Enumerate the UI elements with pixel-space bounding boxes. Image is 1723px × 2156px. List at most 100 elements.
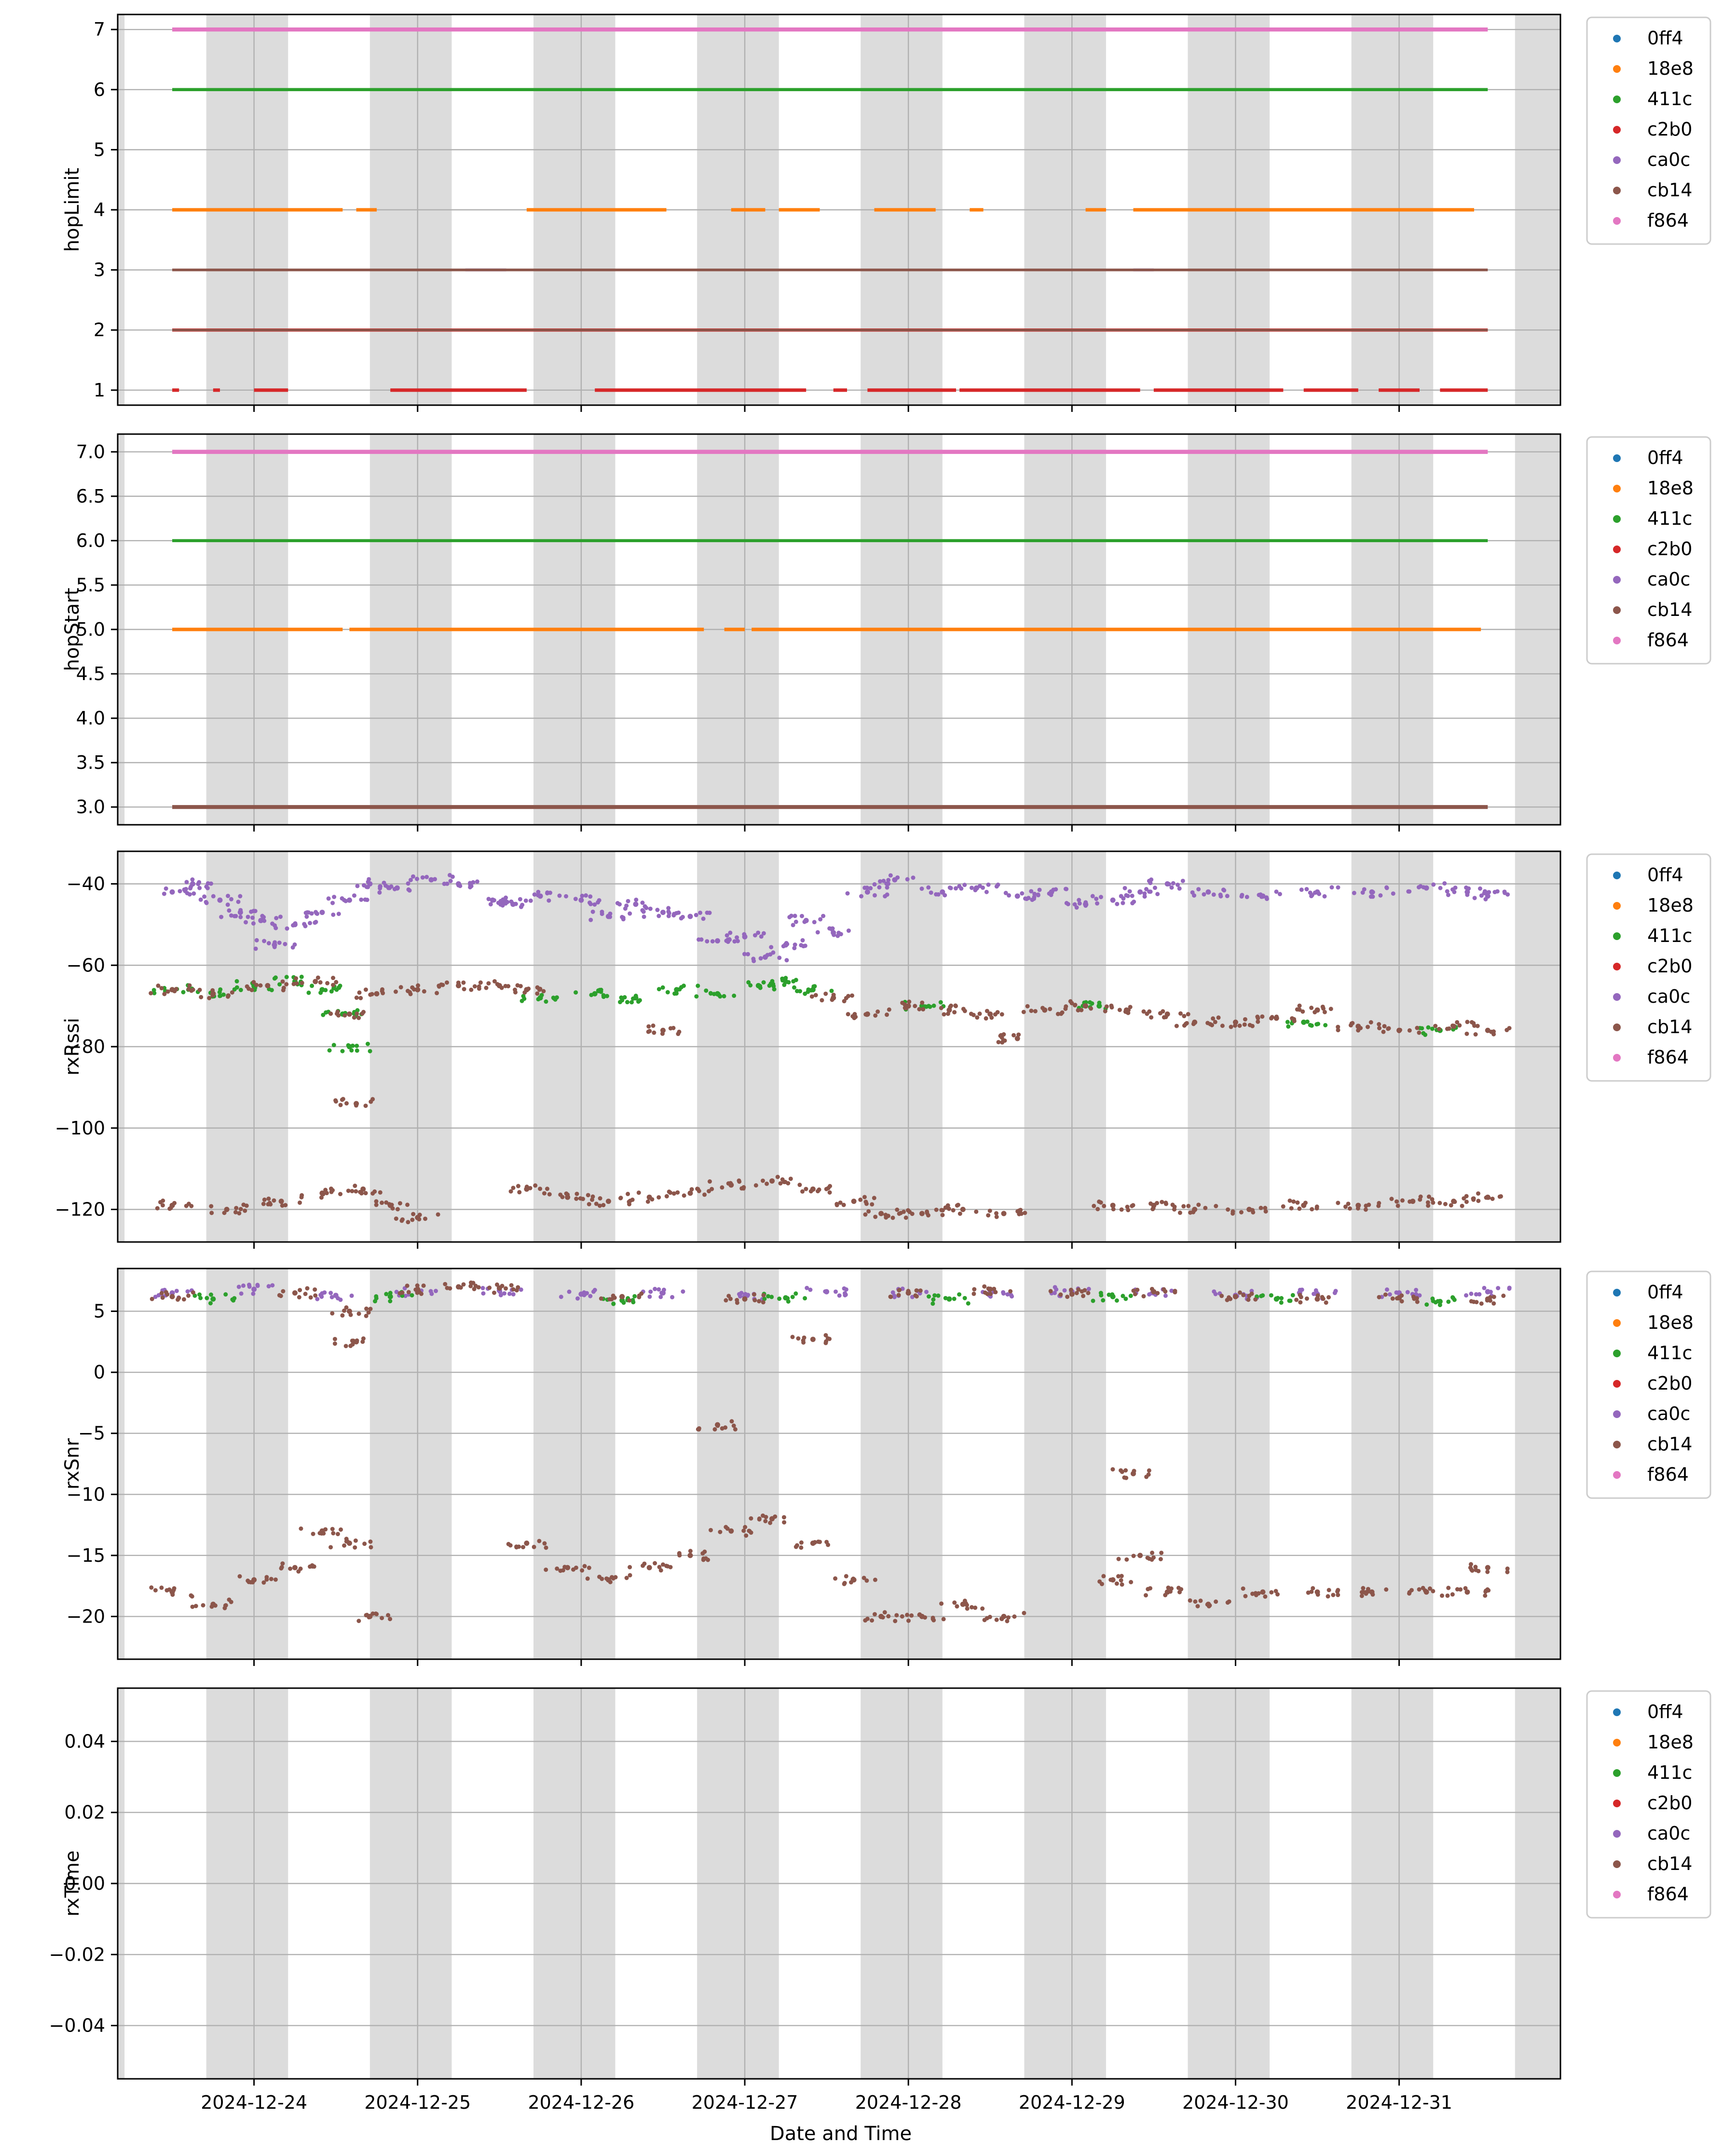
night-shade [118,1269,125,1659]
y-tick-label: 6.5 [76,486,105,507]
scatter-cloud-ca0c [1332,1291,1337,1296]
scatter-cloud-ca0c [953,886,958,891]
scatter-cloud-cb14 [281,1289,286,1294]
scatter-cloud-ca0c [197,886,202,890]
scatter-cloud-cb14 [627,1200,631,1204]
scatter-cloud-cb14 [905,1612,910,1617]
night-shade [861,1269,943,1659]
legend-marker-0ff4 [1613,872,1621,879]
scatter-cloud-ca0c [225,902,230,907]
scatter-cloud-ca0c [185,1289,190,1294]
scatter-cloud-cb14 [1460,1203,1464,1208]
scatter-cloud-411c [665,990,670,995]
scatter-cloud-ca0c [647,1294,652,1299]
scatter-cloud-cb14 [677,1551,682,1556]
scatter-cloud-ca0c [624,903,629,908]
scatter-cloud-411c [1279,1300,1284,1305]
legend-marker-cb14 [1613,1023,1621,1031]
scatter-cloud-ca0c [590,909,595,914]
scatter-cloud-411c [926,1294,931,1299]
scatter-cloud-cb14 [733,1427,738,1432]
night-shade [1351,1269,1434,1659]
band-cb14 [172,268,1488,272]
scatter-cloud-ca0c [414,876,419,881]
scatter-cloud-cb14 [445,1285,450,1290]
scatter-cloud-ca0c [367,877,371,882]
scatter-cloud-ca0c [1064,887,1069,891]
scatter-cloud-cb14 [862,1575,866,1580]
scatter-cloud-cb14 [574,1196,579,1201]
scatter-cloud-cb14 [1476,1199,1481,1203]
legend-marker-f864 [1613,217,1621,225]
scatter-cloud-cb14 [940,1213,945,1217]
scatter-point-cb14 [169,987,175,993]
scatter-cloud-cb14 [331,976,336,981]
scatter-cloud-cb14 [1464,1194,1469,1199]
scatter-cloud-411c [932,1293,937,1298]
scatter-cloud-ca0c [507,1291,512,1296]
scatter-point-cb14 [354,1101,359,1106]
scatter-point-411c [1273,1296,1279,1302]
scatter-cloud-cb14 [1243,1017,1247,1022]
scatter-cloud-cb14 [718,1529,723,1534]
subplot-hopStart: 3.03.54.04.55.05.56.06.57.0hopStart0ff41… [61,433,1711,832]
scatter-cloud-ca0c [448,879,453,884]
scatter-cloud-cb14 [537,987,542,992]
scatter-point-ca0c [660,910,666,915]
scatter-cloud-cb14 [642,1561,647,1566]
scatter-cloud-cb14 [1021,1010,1026,1014]
scatter-cloud-cb14 [823,1333,828,1337]
scatter-cloud-ca0c [1492,889,1497,894]
scatter-cloud-cb14 [164,1588,169,1593]
scatter-cloud-ca0c [233,914,238,918]
scatter-cloud-cb14 [1069,1001,1074,1006]
scatter-cloud-cb14 [667,1189,671,1194]
scatter-cloud-ca0c [784,958,789,963]
scatter-cloud-cb14 [308,1295,313,1300]
scatter-point-411c [783,1295,789,1301]
scatter-cloud-cb14 [651,1023,656,1028]
scatter-cloud-cb14 [269,1577,273,1582]
scatter-cloud-cb14 [222,1606,227,1610]
scatter-cloud-cb14 [1326,1594,1330,1599]
scatter-cloud-cb14 [238,1207,243,1212]
scatter-cloud-cb14 [514,1544,519,1549]
scatter-cloud-ca0c [523,898,528,903]
scatter-cloud-cb14 [1141,1009,1146,1014]
scatter-cloud-cb14 [1253,1297,1258,1302]
y-tick-label: 2 [94,319,105,341]
scatter-cloud-ca0c [793,914,797,918]
scatter-point-cb14 [646,1565,652,1570]
scatter-cloud-ca0c [1477,886,1482,891]
scatter-cloud-ca0c [198,897,203,902]
scatter-cloud-cb14 [735,1300,739,1305]
scatter-cloud-cb14 [461,1282,466,1287]
scatter-cloud-cb14 [1314,1204,1319,1209]
scatter-cloud-cb14 [343,1344,348,1349]
scatter-point-cb14 [919,1613,925,1619]
scatter-cloud-ca0c [1453,885,1458,890]
subplot-rxSnr: 50−5−10−15−20rxSnr0ff418e8411cc2b0ca0ccb… [61,1268,1711,1666]
scatter-cloud-cb14 [344,1305,349,1310]
scatter-cloud-cb14 [258,983,263,988]
scatter-cloud-cb14 [199,995,204,999]
scatter-cloud-ca0c [1472,896,1477,901]
legend-marker-18e8 [1613,902,1621,910]
scatter-cloud-cb14 [954,1004,958,1009]
scatter-cloud-cb14 [1382,1024,1387,1029]
scatter-point-ca0c [605,914,611,919]
scatter-cloud-ca0c [209,881,214,886]
scatter-cloud-ca0c [227,908,232,913]
scatter-cloud-cb14 [1464,1031,1469,1036]
scatter-point-cb14 [346,1541,352,1546]
scatter-cloud-cb14 [511,1287,516,1292]
y-tick-label: 5 [94,139,105,160]
scatter-cloud-ca0c [277,941,282,945]
scatter-cloud-cb14 [1186,1012,1190,1017]
scatter-point-cb14 [1485,1296,1491,1302]
legend-label-f864: f864 [1647,1464,1689,1485]
scatter-point-cb14 [1423,1589,1429,1595]
band-18e8 [526,208,667,212]
scatter-cloud-cb14 [398,985,403,990]
scatter-cloud-ca0c [1001,1290,1006,1295]
